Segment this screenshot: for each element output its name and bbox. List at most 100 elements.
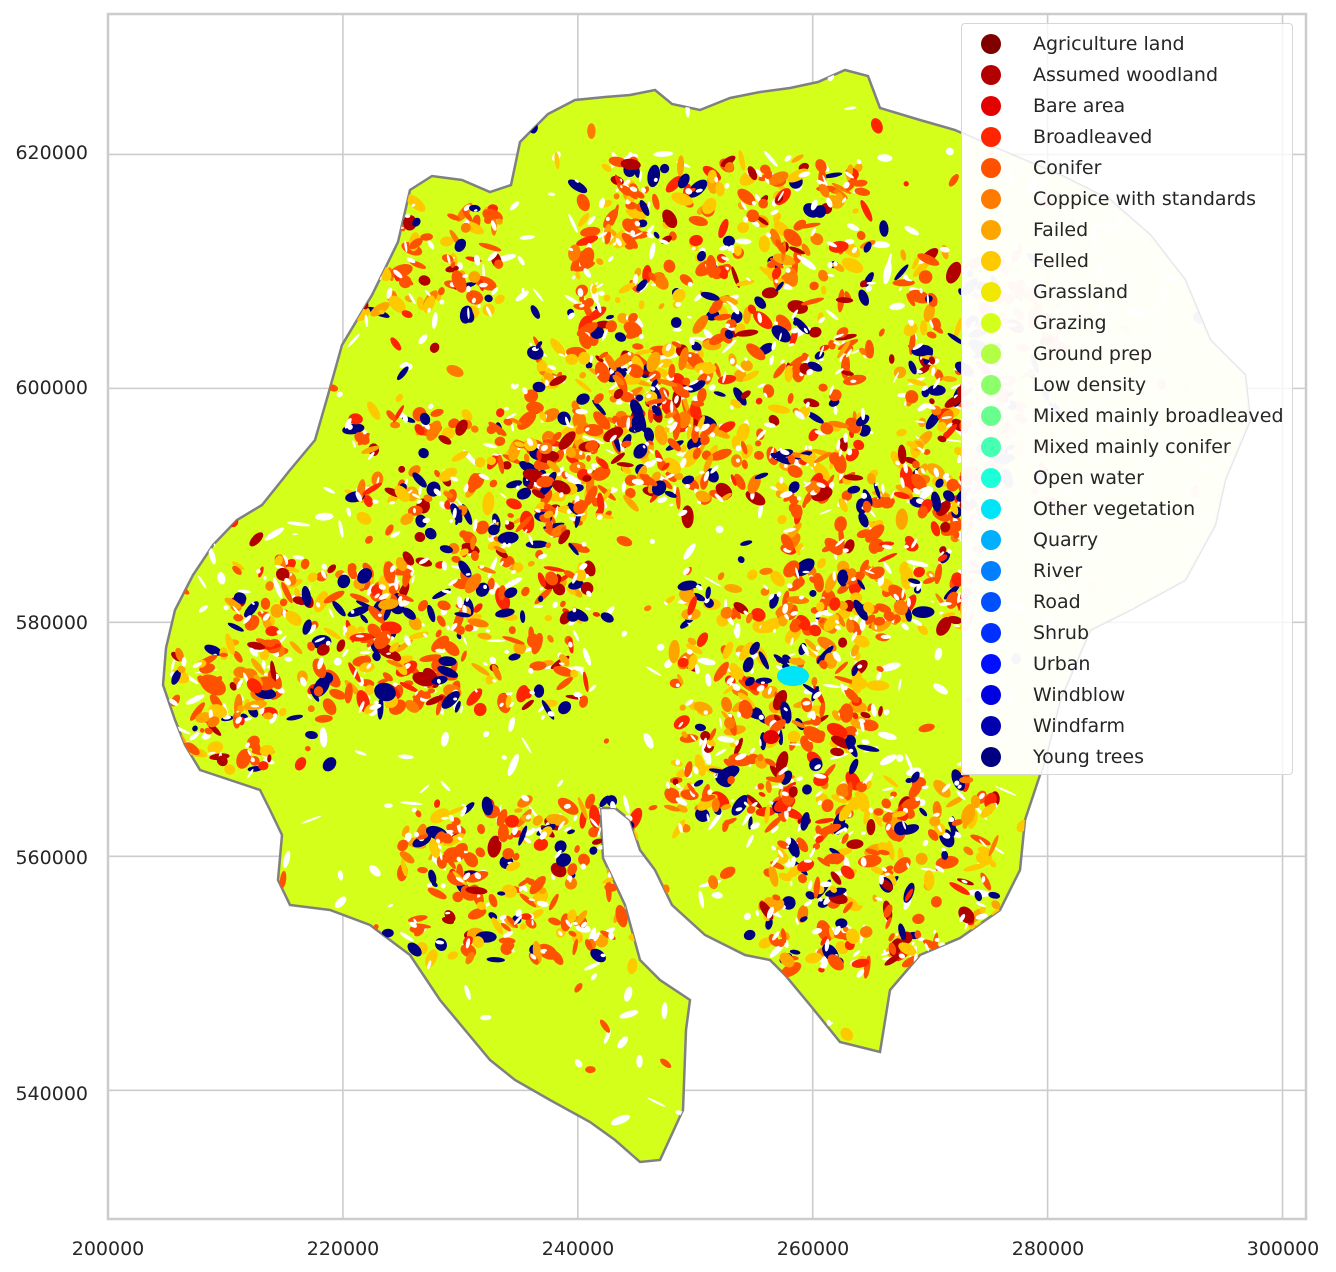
land-cover-patch bbox=[722, 641, 733, 660]
unmapped-gap bbox=[448, 578, 458, 586]
unmapped-gap bbox=[629, 186, 638, 192]
land-cover-patch bbox=[720, 607, 733, 619]
land-cover-patch bbox=[389, 650, 402, 662]
unmapped-gap bbox=[647, 459, 656, 468]
unmapped-gap bbox=[707, 789, 713, 795]
unmapped-gap bbox=[880, 634, 892, 639]
land-cover-patch bbox=[508, 626, 516, 635]
unmapped-gap bbox=[810, 199, 818, 211]
land-cover-patch bbox=[714, 363, 721, 378]
land-cover-patch bbox=[936, 616, 952, 636]
land-cover-patch bbox=[791, 720, 806, 729]
unmapped-gap bbox=[815, 611, 823, 618]
unmapped-gap bbox=[479, 564, 485, 569]
legend-entry: Open water bbox=[962, 462, 1144, 493]
unmapped-gap bbox=[261, 659, 266, 670]
land-cover-patch bbox=[860, 711, 871, 719]
land-cover-patch bbox=[625, 487, 636, 499]
land-cover-patch bbox=[808, 326, 822, 338]
unmapped-gap bbox=[573, 630, 580, 642]
unmapped-gap bbox=[719, 245, 729, 251]
land-cover-patch bbox=[464, 573, 482, 594]
unmapped-gap bbox=[760, 681, 765, 685]
land-cover-patch bbox=[437, 600, 451, 611]
unmapped-gap bbox=[826, 241, 838, 248]
unmapped-gap bbox=[568, 247, 574, 252]
unmapped-gap bbox=[576, 464, 581, 469]
land-cover-patch bbox=[801, 297, 825, 306]
land-cover-patch bbox=[628, 313, 638, 323]
land-cover-patch bbox=[853, 599, 868, 621]
unmapped-gap bbox=[827, 261, 834, 269]
unmapped-gap bbox=[480, 1014, 492, 1021]
land-cover-patch bbox=[579, 247, 595, 269]
unmapped-gap bbox=[440, 731, 449, 747]
unmapped-gap bbox=[727, 668, 731, 673]
land-cover-patch bbox=[718, 421, 736, 434]
land-cover-patch bbox=[849, 758, 859, 775]
land-cover-patch bbox=[940, 521, 951, 533]
land-cover-patch bbox=[866, 680, 890, 691]
unmapped-gap bbox=[735, 807, 743, 812]
unmapped-gap bbox=[501, 754, 507, 760]
land-cover-patch bbox=[397, 593, 414, 602]
unmapped-gap bbox=[791, 309, 799, 319]
land-cover-patch bbox=[713, 313, 732, 321]
legend-marker bbox=[981, 467, 1001, 488]
unmapped-gap bbox=[478, 473, 490, 480]
land-cover-patch bbox=[763, 730, 779, 744]
land-cover-patch bbox=[738, 699, 753, 719]
unmapped-gap bbox=[834, 368, 844, 375]
unmapped-gap bbox=[506, 413, 517, 420]
legend-entry: Grazing bbox=[962, 307, 1107, 338]
unmapped-gap bbox=[528, 534, 534, 546]
land-cover-patch bbox=[869, 497, 886, 509]
unmapped-gap bbox=[805, 401, 810, 408]
land-cover-patch bbox=[751, 608, 766, 622]
unmapped-gap bbox=[346, 507, 352, 517]
unmapped-gap bbox=[725, 323, 731, 328]
land-cover-patch bbox=[784, 365, 793, 383]
unmapped-gap bbox=[743, 912, 751, 921]
land-cover-patch bbox=[265, 625, 279, 637]
unmapped-gap bbox=[653, 151, 674, 157]
land-cover-patch bbox=[587, 123, 596, 139]
land-cover-patch bbox=[829, 597, 841, 611]
land-cover-patch bbox=[417, 600, 429, 612]
land-cover-patch bbox=[368, 605, 386, 624]
land-cover-patch bbox=[251, 658, 265, 675]
land-cover-patch bbox=[796, 614, 811, 631]
unmapped-gap bbox=[992, 846, 1005, 855]
unmapped-gap bbox=[321, 563, 327, 570]
land-cover-patch bbox=[677, 173, 690, 189]
land-cover-patch bbox=[622, 185, 638, 200]
land-cover-patch bbox=[803, 726, 825, 744]
y-tick-label: 580000 bbox=[15, 612, 88, 634]
unmapped-gap bbox=[773, 321, 779, 325]
land-cover-patch bbox=[681, 731, 688, 739]
unmapped-gap bbox=[441, 589, 452, 594]
unmapped-gap bbox=[509, 701, 515, 708]
land-cover-patch bbox=[349, 593, 370, 603]
land-cover-patch bbox=[307, 705, 315, 713]
map-legend: Agriculture land Assumed woodland Bare are… bbox=[961, 23, 1293, 775]
land-cover-patch bbox=[426, 420, 442, 441]
unmapped-gap bbox=[851, 349, 860, 355]
land-cover-patch bbox=[208, 704, 228, 719]
land-cover-patch bbox=[302, 619, 312, 635]
land-cover-patch bbox=[276, 567, 290, 581]
unmapped-gap bbox=[704, 576, 722, 587]
land-cover-patch bbox=[451, 555, 461, 563]
legend-entry: Road bbox=[962, 586, 1081, 617]
land-cover-patch bbox=[274, 555, 283, 567]
unmapped-gap bbox=[786, 583, 793, 589]
unmapped-gap bbox=[449, 519, 454, 523]
unmapped-gap bbox=[273, 577, 283, 599]
unmapped-gap bbox=[862, 354, 867, 359]
land-cover-patch bbox=[386, 659, 403, 668]
legend-marker bbox=[981, 95, 1001, 116]
unmapped-gap bbox=[790, 611, 799, 616]
land-cover-patch bbox=[724, 584, 743, 593]
unmapped-gap bbox=[806, 368, 814, 376]
unmapped-gap bbox=[780, 359, 785, 364]
